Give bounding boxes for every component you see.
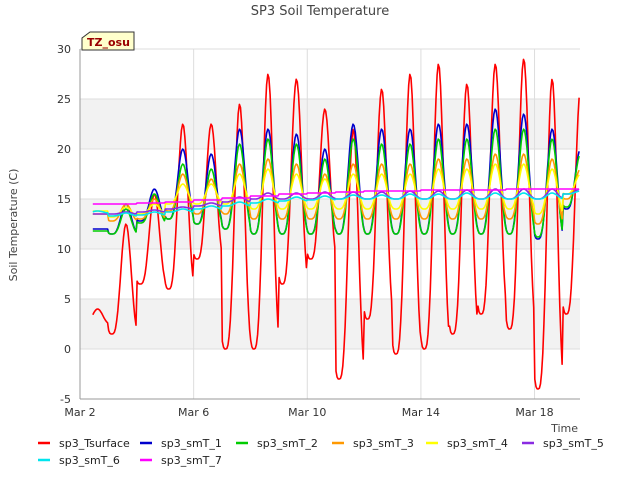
site-badge-label: TZ_osu bbox=[87, 36, 130, 49]
legend-item: sp3_smT_3 bbox=[332, 437, 414, 450]
legend-item: sp3_smT_6 bbox=[38, 454, 120, 467]
x-tick-label: Mar 10 bbox=[288, 406, 326, 419]
y-tick-label: 0 bbox=[64, 343, 71, 356]
site-badge: TZ_osu bbox=[81, 31, 135, 51]
legend-item: sp3_smT_7 bbox=[140, 454, 222, 467]
axes bbox=[79, 49, 580, 400]
x-tick-label: Mar 14 bbox=[402, 406, 440, 419]
y-tick-label: 25 bbox=[57, 93, 71, 106]
chart-title: SP3 Soil Temperature bbox=[251, 4, 389, 19]
legend-label: sp3_smT_4 bbox=[447, 437, 508, 450]
legend-label: sp3_smT_7 bbox=[161, 454, 222, 467]
legend-item: sp3_smT_2 bbox=[236, 437, 318, 450]
grid-bands bbox=[80, 99, 580, 349]
series-line-sp3_smT_7 bbox=[92, 188, 580, 205]
legend-item: sp3_smT_1 bbox=[140, 437, 222, 450]
legend-item: sp3_smT_5 bbox=[522, 437, 604, 450]
legend: sp3_Tsurface sp3_smT_1 sp3_smT_2 sp3_smT_3 s… bbox=[38, 437, 604, 467]
y-tick-label: 15 bbox=[57, 193, 71, 206]
series-line-sp3_smT_3 bbox=[92, 153, 580, 225]
legend-label: sp3_smT_6 bbox=[59, 454, 120, 467]
series-line-sp3_Tsurface bbox=[92, 58, 580, 390]
legend-label: sp3_smT_3 bbox=[353, 437, 414, 450]
y-tick-labels: -5 0 5 10 15 20 25 30 bbox=[57, 43, 71, 406]
series-lines bbox=[92, 58, 580, 390]
x-tick-label: Mar 6 bbox=[178, 406, 209, 419]
x-tick-label: Mar 2 bbox=[64, 406, 95, 419]
legend-item: sp3_smT_4 bbox=[426, 437, 508, 450]
legend-label: sp3_Tsurface bbox=[59, 437, 130, 450]
x-axis-label: Time bbox=[550, 422, 578, 435]
grid-band bbox=[80, 299, 580, 349]
x-tick-labels: Mar 2 Mar 6 Mar 10 Mar 14 Mar 18 bbox=[64, 406, 553, 419]
series-line-sp3_smT_4 bbox=[92, 163, 580, 218]
y-tick-label: 5 bbox=[64, 293, 71, 306]
y-tick-label: 20 bbox=[57, 143, 71, 156]
y-tick-label: 30 bbox=[57, 43, 71, 56]
legend-item: sp3_Tsurface bbox=[38, 437, 130, 450]
grid-band bbox=[80, 199, 580, 249]
legend-label: sp3_smT_5 bbox=[543, 437, 604, 450]
x-tick-label: Mar 18 bbox=[515, 406, 553, 419]
legend-label: sp3_smT_1 bbox=[161, 437, 222, 450]
y-tick-label: 10 bbox=[57, 243, 71, 256]
legend-label: sp3_smT_2 bbox=[257, 437, 318, 450]
series-line-sp3_smT_6 bbox=[92, 190, 580, 217]
grid-band bbox=[80, 99, 580, 149]
y-axis-label: Soil Temperature (C) bbox=[7, 169, 20, 282]
y-tick-label: -5 bbox=[60, 393, 71, 406]
